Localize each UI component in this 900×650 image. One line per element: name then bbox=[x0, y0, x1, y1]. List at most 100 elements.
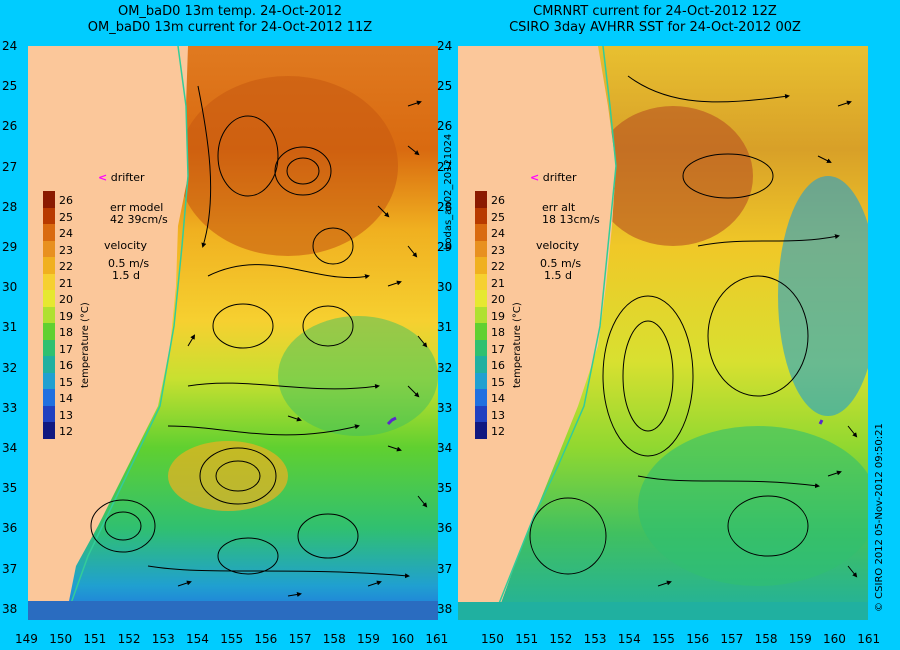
colorbar-tick-label: 20 bbox=[59, 293, 73, 306]
colorbar-tick-label: 26 bbox=[59, 194, 73, 207]
colorbar-tick-label: 16 bbox=[491, 359, 505, 372]
left-velocity-block: velocity 0.5 m/s 1.5 d bbox=[104, 240, 149, 282]
left-colorbar-title: temperature (°C) bbox=[80, 302, 91, 388]
y-tick-label: 37 bbox=[437, 561, 453, 576]
colorbar-segment bbox=[43, 257, 55, 274]
x-tick-label: 152 bbox=[549, 632, 573, 646]
y-tick-label: 24 bbox=[437, 39, 453, 53]
right-title: CMRNRT current for 24-Oct-2012 12Z CSIRO… bbox=[485, 4, 825, 36]
y-tick-label: 30 bbox=[437, 280, 453, 295]
colorbar-segment bbox=[475, 389, 487, 406]
x-tick-label: 155 bbox=[652, 632, 675, 646]
right-err-value: 18 13cm/s bbox=[542, 213, 600, 226]
left-drifter-legend: < drifter bbox=[98, 172, 145, 184]
colorbar-segment bbox=[43, 207, 55, 224]
colorbar-segment bbox=[475, 273, 487, 290]
colorbar-segment bbox=[475, 422, 487, 439]
y-tick-label: 31 bbox=[437, 320, 453, 335]
x-tick-label: 150 bbox=[49, 632, 73, 646]
y-tick-label: 28 bbox=[437, 199, 453, 214]
right-velocity-label: velocity bbox=[536, 239, 579, 252]
left-err-value: 42 39cm/s bbox=[110, 213, 168, 226]
colorbar-tick-label: 25 bbox=[491, 210, 505, 224]
drifter-arrow-icon: < bbox=[530, 171, 540, 184]
x-tick-label: 157 bbox=[720, 632, 744, 646]
y-tick-label: 31 bbox=[2, 320, 18, 335]
right-err-label: err alt bbox=[542, 201, 576, 214]
x-tick-label: 154 bbox=[617, 632, 641, 646]
x-tick-label: 152 bbox=[117, 632, 141, 646]
left-err-label: err model bbox=[110, 201, 164, 214]
colorbar-segment bbox=[43, 339, 55, 356]
colorbar-segment bbox=[43, 191, 55, 208]
y-tick-label: 37 bbox=[2, 561, 18, 576]
y-tick-label: 36 bbox=[437, 521, 453, 536]
y-tick-label: 32 bbox=[2, 360, 18, 375]
right-drifter-legend: < drifter bbox=[530, 172, 577, 184]
y-tick-label: 28 bbox=[2, 199, 18, 214]
y-tick-label: 34 bbox=[437, 441, 453, 455]
y-tick-label: 32 bbox=[437, 360, 453, 375]
colorbar-tick-label: 15 bbox=[59, 375, 73, 389]
side-label-right: © CSIRO 2012 05-Nov-2012 09:50:21 bbox=[874, 423, 885, 612]
x-tick-label: 157 bbox=[288, 632, 312, 646]
colorbar-segment bbox=[43, 372, 55, 389]
colorbar-tick-label: 21 bbox=[59, 276, 73, 290]
colorbar-segment bbox=[43, 356, 55, 373]
colorbar-tick-label: 19 bbox=[59, 309, 73, 323]
y-tick-label: 38 bbox=[2, 601, 18, 616]
colorbar-tick-label: 17 bbox=[491, 342, 505, 356]
colorbar-segment bbox=[43, 240, 55, 257]
left-title-line2: OM_baD0 13m current for 24-Oct-2012 11Z bbox=[87, 20, 373, 35]
colorbar-tick-label: 13 bbox=[491, 408, 505, 422]
colorbar-tick-label: 13 bbox=[59, 408, 73, 422]
y-tick-label: 35 bbox=[2, 481, 18, 496]
colorbar-tick-label: 16 bbox=[59, 359, 73, 372]
colorbar-tick-label: 12 bbox=[491, 425, 505, 438]
y-tick-label: 35 bbox=[437, 481, 453, 496]
colorbar-segment bbox=[43, 422, 55, 439]
x-tick-label: 160 bbox=[391, 632, 415, 646]
y-tick-label: 25 bbox=[2, 79, 18, 94]
colorbar-tick-label: 21 bbox=[491, 276, 505, 290]
colorbar-tick-label: 14 bbox=[59, 392, 73, 405]
x-tick-label: 159 bbox=[788, 632, 812, 646]
colorbar-segment bbox=[43, 290, 55, 307]
colorbar-segment bbox=[475, 356, 487, 373]
colorbar-segment bbox=[475, 257, 487, 274]
y-tick-label: 26 bbox=[437, 119, 453, 134]
colorbar-tick-label: 19 bbox=[491, 309, 505, 323]
colorbar-tick-label: 18 bbox=[491, 326, 505, 339]
y-tick-label: 27 bbox=[2, 159, 18, 174]
left-velocity-duration: 1.5 d bbox=[112, 269, 140, 282]
left-drifter-label: drifter bbox=[110, 171, 145, 184]
colorbar-segment bbox=[43, 405, 55, 422]
colorbar-segment bbox=[475, 405, 487, 422]
x-tick-label: 156 bbox=[686, 632, 710, 646]
colorbar-tick-label: 25 bbox=[59, 210, 73, 224]
colorbar-segment bbox=[475, 290, 487, 307]
right-title-line2: CSIRO 3day AVHRR SST for 24-Oct-2012 00Z bbox=[509, 20, 801, 35]
colorbar-segment bbox=[475, 240, 487, 257]
colorbar-tick-label: 17 bbox=[59, 342, 73, 356]
colorbar-segment bbox=[475, 306, 487, 323]
right-velocity-duration: 1.5 d bbox=[544, 269, 572, 282]
colorbar-segment bbox=[43, 306, 55, 323]
right-map-panel bbox=[458, 46, 868, 620]
right-drifter-label: drifter bbox=[542, 171, 577, 184]
x-tick-label: 155 bbox=[220, 632, 244, 646]
y-tick-label: 34 bbox=[2, 441, 18, 455]
colorbar-segment bbox=[475, 339, 487, 356]
colorbar-segment bbox=[475, 323, 487, 340]
right-title-line1: CMRNRT current for 24-Oct-2012 12Z bbox=[533, 4, 777, 19]
drifter-arrow-icon: < bbox=[98, 171, 108, 184]
x-tick-label: 158 bbox=[322, 632, 346, 646]
right-map-svg bbox=[458, 46, 868, 620]
left-map-panel bbox=[28, 46, 438, 620]
colorbar-tick-label: 24 bbox=[491, 227, 505, 240]
colorbar-segment bbox=[475, 191, 487, 208]
colorbar-segment bbox=[43, 273, 55, 290]
colorbar-tick-label: 23 bbox=[59, 243, 73, 257]
colorbar-tick-label: 22 bbox=[491, 260, 505, 273]
left-velocity-label: velocity bbox=[104, 239, 147, 252]
